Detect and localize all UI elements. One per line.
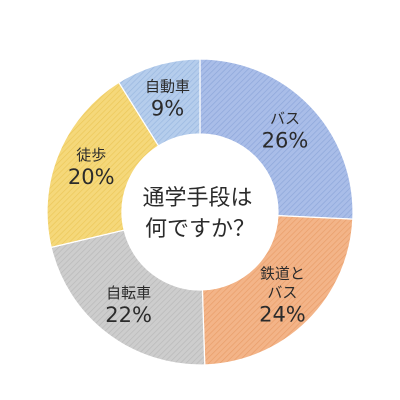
slice-label-train-and-bus-line-2: バス — [267, 284, 297, 302]
chart-title: 通学手段は 何ですか？ — [142, 186, 257, 242]
chart-title-line-2: 何ですか？ — [145, 217, 255, 242]
slice-value-walk: 20% — [68, 165, 115, 189]
chart-center: 通学手段は 何ですか？ — [122, 134, 278, 290]
slice-value-bus: 26% — [262, 128, 309, 152]
slice-label-bus: バス — [270, 109, 300, 127]
slice-value-train-and-bus: 24% — [259, 303, 306, 327]
slice-value-car: 9% — [151, 97, 184, 121]
slice-label-walk: 徒歩 — [76, 146, 106, 164]
slice-label-bicycle: 自転車 — [106, 284, 151, 302]
slice-value-bicycle: 22% — [105, 303, 152, 327]
donut-hole — [122, 134, 278, 290]
slice-label-train-and-bus-line-1: 鉄道と — [260, 265, 305, 283]
chart-title-line-1: 通学手段は — [142, 186, 252, 211]
slice-label-car: 自動車 — [145, 78, 190, 96]
chart-slices — [46, 58, 354, 366]
